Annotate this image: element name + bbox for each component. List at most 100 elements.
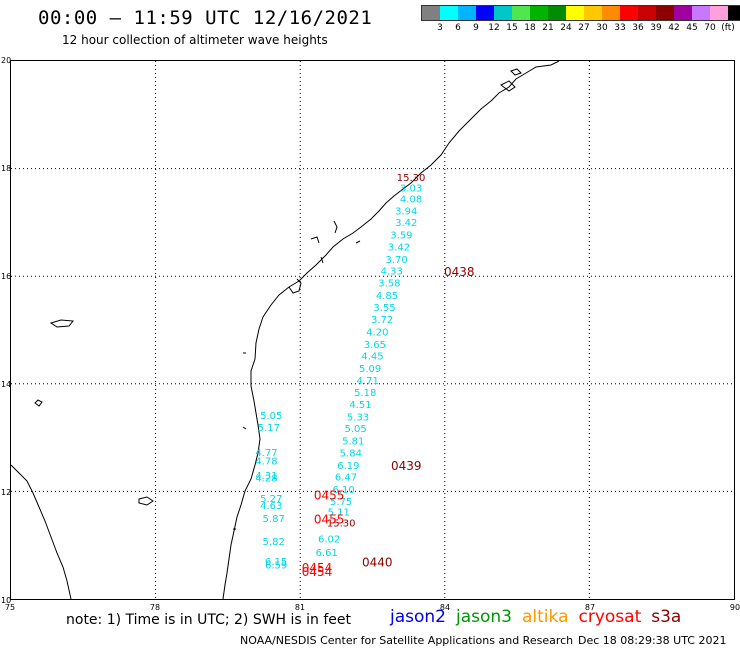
island-1 bbox=[49, 319, 74, 328]
satellite-legend: jason2 jason3 altika cryosat s3a bbox=[390, 607, 691, 627]
pass-time-label: 0454 bbox=[302, 561, 333, 575]
swh-value: 6.19 bbox=[337, 461, 359, 472]
map-canvas: 3.034.083.943.423.593.423.704.333.584.85… bbox=[10, 60, 734, 600]
grid-lines bbox=[11, 61, 734, 599]
coastline-india-east bbox=[222, 60, 560, 600]
swh-value: 3.72 bbox=[371, 315, 393, 326]
swh-value: 4.77 bbox=[255, 448, 277, 459]
legend-swatch bbox=[422, 6, 440, 20]
legend-label: 45 bbox=[686, 23, 698, 33]
coastal-feature bbox=[310, 220, 361, 264]
swh-value: 4.31 bbox=[255, 471, 277, 482]
swh-value: 4.71 bbox=[357, 376, 379, 387]
swh-value: 5.75 bbox=[330, 497, 352, 508]
swh-value: 4.20 bbox=[366, 327, 388, 338]
swh-value: 4.63 bbox=[260, 501, 282, 512]
satellite-altika: altika bbox=[522, 607, 569, 627]
swh-value: 5.11 bbox=[328, 508, 350, 519]
legend-swatch bbox=[530, 6, 548, 20]
swh-value: 6.02 bbox=[318, 535, 340, 546]
legend-swatch bbox=[584, 6, 602, 20]
legend-label: 39 bbox=[650, 23, 662, 33]
lat-tick-label: 12 bbox=[1, 488, 12, 497]
lat-tick-label: 14 bbox=[1, 380, 12, 389]
coastline-india-west bbox=[10, 464, 72, 600]
legend-swatch bbox=[728, 6, 740, 20]
legend-swatch bbox=[674, 6, 692, 20]
swh-value: 3.70 bbox=[385, 255, 407, 266]
swh-value: 4.08 bbox=[400, 194, 422, 205]
pass-time-label: 0440 bbox=[362, 556, 393, 570]
island-3 bbox=[138, 496, 154, 506]
legend-label: (ft) bbox=[721, 23, 735, 33]
swh-value: 4.78 bbox=[255, 457, 277, 468]
page-title: 00:00 – 11:59 UTC 12/16/2021 bbox=[38, 7, 373, 29]
legend-label: 70 bbox=[704, 23, 716, 33]
legend-label: 15 bbox=[506, 23, 518, 33]
lat-tick-label: 16 bbox=[1, 272, 12, 281]
legend-swatch bbox=[440, 6, 458, 20]
legend-label: 27 bbox=[578, 23, 590, 33]
legend-labels: 3 6 9 12 15 18 21 24 27 30 33 36 39 42 45 70 (ft) bbox=[421, 21, 740, 35]
lon-tick-label: 78 bbox=[149, 603, 161, 612]
legend-swatch bbox=[692, 6, 710, 20]
lat-tick-label: 20 bbox=[1, 56, 12, 65]
legend-swatch bbox=[656, 6, 674, 20]
swh-value: 5.33 bbox=[347, 412, 369, 423]
satellite-jason3: jason3 bbox=[456, 607, 512, 627]
lat-tick-label: 18 bbox=[1, 164, 12, 173]
island-4 bbox=[233, 352, 247, 530]
lat-tick-label: 10 bbox=[1, 596, 12, 605]
swh-value: 5.18 bbox=[354, 388, 376, 399]
pass-time-label: 0455 bbox=[314, 513, 345, 527]
swh-value: 3.59 bbox=[390, 231, 412, 242]
footer-note: note: 1) Time is in UTC; 2) SWH is in fe… bbox=[66, 612, 352, 628]
swh-value: 6.61 bbox=[316, 548, 338, 559]
swh-value: 5.84 bbox=[340, 448, 362, 459]
lon-tick-label: 75 bbox=[4, 603, 16, 612]
pass-time-label: 0455 bbox=[314, 488, 345, 502]
swh-value: 4.51 bbox=[349, 400, 371, 411]
legend-label: 18 bbox=[524, 23, 536, 33]
map-frame: 3.03 4.08 3.94 3.42 3.59 3.42 3.70 4.33 3.58 4.85… bbox=[10, 60, 735, 600]
legend-swatches bbox=[421, 5, 740, 21]
footer-agency: NOAA/NESDIS Center for Satellite Applica… bbox=[240, 634, 574, 647]
island-2 bbox=[34, 399, 43, 407]
swh-value: 4.33 bbox=[381, 267, 403, 278]
legend-swatch bbox=[512, 6, 530, 20]
pass-time-label: 0438 bbox=[444, 265, 475, 279]
satellite-jason2: jason2 bbox=[390, 607, 446, 627]
lake-feature bbox=[500, 68, 522, 92]
legend-swatch bbox=[476, 6, 494, 20]
legend-label: 9 bbox=[473, 23, 479, 33]
legend-label: 36 bbox=[632, 23, 644, 33]
legend-label: 3 bbox=[437, 23, 443, 33]
swh-value: 4.45 bbox=[361, 352, 383, 363]
legend-label: 6 bbox=[455, 23, 461, 33]
footer-timestamp: Dec 18 08:29:38 UTC 2021 bbox=[578, 634, 727, 647]
satellite-cryosat: cryosat bbox=[578, 607, 642, 627]
lon-tick-label: 90 bbox=[729, 603, 740, 612]
swh-value: 3.42 bbox=[388, 242, 410, 253]
swh-value: 6.10 bbox=[332, 485, 354, 496]
lon-tick-label: 81 bbox=[294, 603, 306, 612]
swh-value: 6.47 bbox=[335, 473, 357, 484]
lon-tick-label: 87 bbox=[584, 603, 596, 612]
swh-value: 5.05 bbox=[344, 424, 366, 435]
legend-swatch bbox=[566, 6, 584, 20]
legend-label: 42 bbox=[668, 23, 680, 33]
swh-value: 3.55 bbox=[373, 303, 395, 314]
legend-label: 30 bbox=[596, 23, 608, 33]
legend-swatch bbox=[710, 6, 728, 20]
pass-time-label: 0439 bbox=[391, 459, 422, 473]
swh-value: 5.27 bbox=[260, 494, 282, 505]
legend-swatch bbox=[638, 6, 656, 20]
pass-time-label: 0454 bbox=[302, 565, 333, 579]
legend-swatch bbox=[494, 6, 512, 20]
map-labels: 3.034.083.943.423.593.423.704.333.584.85… bbox=[255, 173, 474, 579]
page-subtitle: 12 hour collection of altimeter wave hei… bbox=[62, 33, 328, 47]
lon-tick-label: 84 bbox=[439, 603, 451, 612]
legend-swatch bbox=[548, 6, 566, 20]
swh-value-high: 15.30 bbox=[397, 173, 426, 184]
swh-value: 6.59 bbox=[265, 560, 287, 571]
